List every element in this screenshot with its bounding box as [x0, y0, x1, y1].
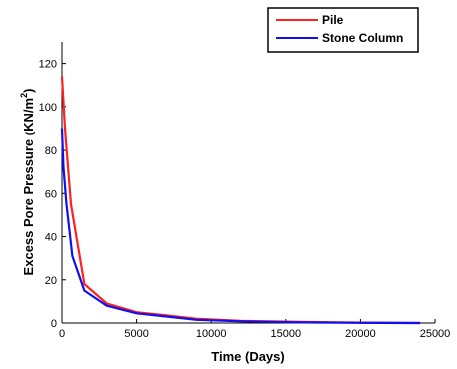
y-tick-label: 40: [45, 232, 57, 244]
y-axis-title-unit: KN/m: [21, 98, 36, 132]
legend-label-stone-column: Stone Column: [322, 31, 403, 45]
y-ticks: 0 20 40 60 80 100 120: [39, 59, 66, 330]
y-tick-label: 100: [39, 102, 57, 114]
x-tick-label: 15000: [271, 328, 302, 340]
y-axis-title-close-paren: ): [21, 89, 36, 93]
y-tick-label: 120: [39, 59, 57, 71]
x-axis-title: Time (Days): [211, 349, 284, 364]
series-lines: [60, 76, 421, 325]
y-tick-label: 0: [51, 318, 57, 330]
x-tick-label: 20000: [345, 328, 376, 340]
y-tick-label: 80: [45, 145, 57, 157]
legend: Pile Stone Column: [267, 7, 419, 53]
series-line-pile: [60, 76, 421, 325]
y-axis-title-open-paren: (: [25, 131, 36, 135]
x-tick-label: 0: [59, 328, 65, 340]
series-line-stone-column: [60, 128, 421, 325]
y-axis-title-exponent: 2: [19, 93, 29, 98]
plot-frame: [61, 42, 435, 324]
y-tick-label: 60: [45, 188, 57, 200]
x-tick-label: 10000: [196, 328, 227, 340]
y-axis-title-main: Excess Pore Pressure: [21, 135, 36, 275]
legend-box: [267, 7, 419, 53]
y-tick-label: 20: [45, 275, 57, 287]
x-ticks: 0 5000 10000 15000 20000 25000: [59, 319, 450, 340]
x-tick-label: 25000: [420, 328, 451, 340]
x-tick-label: 5000: [124, 328, 148, 340]
legend-label-pile: Pile: [322, 13, 344, 27]
y-axis-title: Excess Pore Pressure (KN/m2): [19, 89, 36, 276]
